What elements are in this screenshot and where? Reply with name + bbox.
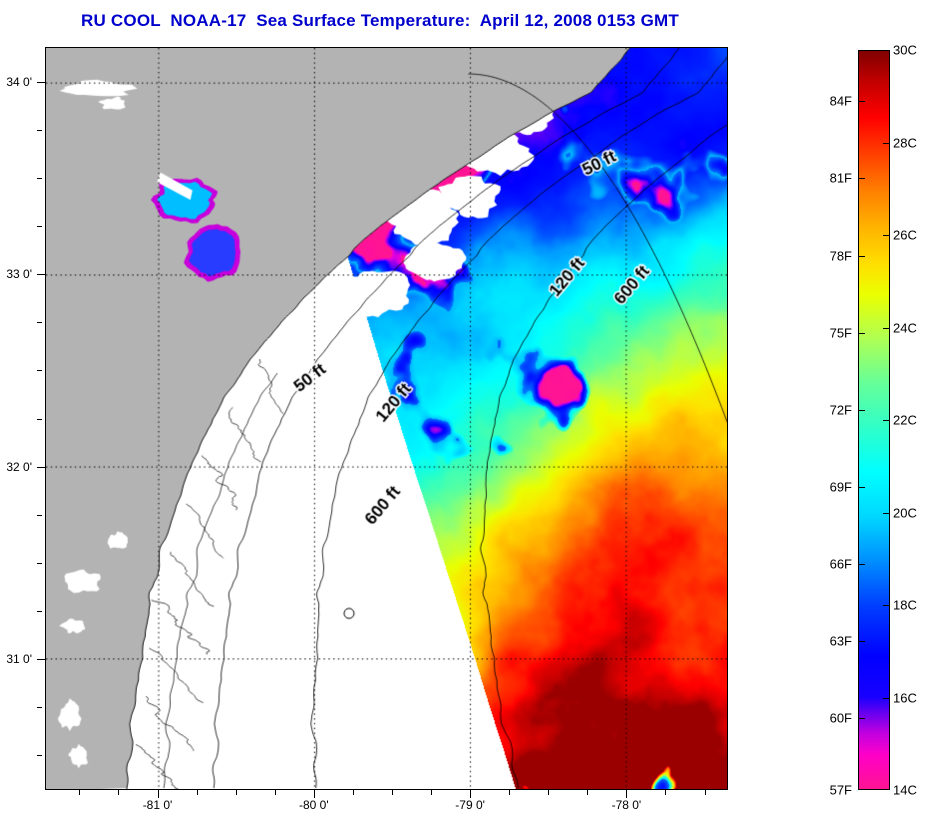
colorbar-label-fahrenheit: 63F xyxy=(829,633,852,649)
colorbar-label-fahrenheit: 75F xyxy=(829,325,852,341)
y-axis-label: 32 0' xyxy=(6,459,32,474)
x-tick xyxy=(626,790,628,798)
colorbar-label-celsius: 22C xyxy=(893,412,917,428)
y-tick xyxy=(37,514,42,516)
x-axis-label: -78 0' xyxy=(611,798,642,812)
x-tick xyxy=(118,790,120,795)
colorbar-tick-c xyxy=(883,512,889,514)
colorbar-label-fahrenheit: 81F xyxy=(829,170,852,186)
y-tick xyxy=(37,177,42,179)
colorbar-tick-c xyxy=(883,605,889,606)
x-tick xyxy=(313,790,315,798)
colorbar-tick-c xyxy=(883,327,889,329)
colorbar-tick-c xyxy=(883,142,889,144)
colorbar-tick-f xyxy=(859,332,865,334)
y-tick xyxy=(37,755,42,757)
colorbar-tick-f xyxy=(859,718,865,720)
colorbar-label-fahrenheit: 84F xyxy=(829,93,852,109)
x-tick xyxy=(235,790,237,795)
colorbar-tick-f xyxy=(859,178,865,180)
x-axis-label: -81 0' xyxy=(142,798,173,812)
y-axis-label: 34 0' xyxy=(6,74,32,89)
y-tick xyxy=(37,274,45,276)
x-tick xyxy=(157,790,159,798)
colorbar-label-fahrenheit: 78F xyxy=(829,248,852,264)
colorbar-tick-f xyxy=(859,563,865,565)
sst-map-canvas xyxy=(46,48,727,789)
y-tick xyxy=(37,226,42,227)
y-tick xyxy=(37,659,45,661)
y-tick xyxy=(37,466,45,468)
colorbar-tick-c xyxy=(883,697,889,699)
colorbar-label-celsius: 14C xyxy=(893,782,917,798)
colorbar-tick-f xyxy=(859,409,865,411)
y-axis-label: 33 0' xyxy=(6,267,32,282)
y-tick xyxy=(37,129,42,131)
x-tick xyxy=(665,790,667,795)
x-tick xyxy=(509,790,511,795)
x-tick xyxy=(470,790,472,798)
x-tick xyxy=(587,790,589,795)
colorbar-label-fahrenheit: 66F xyxy=(829,556,852,572)
colorbar-label-celsius: 18C xyxy=(893,597,917,613)
colorbar-tick-c xyxy=(883,420,889,421)
x-tick xyxy=(431,790,433,795)
colorbar-tick-f xyxy=(859,255,865,257)
colorbar-label-celsius: 16C xyxy=(893,690,917,705)
colorbar-label-celsius: 20C xyxy=(893,505,917,520)
colorbar-tick-f xyxy=(859,101,865,103)
x-tick xyxy=(196,790,198,795)
colorbar-label-fahrenheit: 72F xyxy=(829,402,852,418)
colorbar-label-fahrenheit: 60F xyxy=(829,710,852,726)
y-tick xyxy=(37,418,42,420)
colorbar-tick-f xyxy=(859,486,865,488)
x-tick xyxy=(274,790,276,795)
colorbar-tick-c xyxy=(883,235,889,236)
colorbar-label-celsius: 28C xyxy=(893,135,917,150)
x-tick xyxy=(704,790,706,795)
colorbar-label-celsius: 30C xyxy=(893,42,917,58)
y-tick xyxy=(37,610,42,612)
colorbar-tick-f xyxy=(859,640,865,642)
y-tick xyxy=(37,707,42,709)
y-tick xyxy=(37,562,42,564)
colorbar-label-fahrenheit: 57F xyxy=(829,782,852,798)
colorbar-label-celsius: 24C xyxy=(893,320,917,335)
x-tick xyxy=(548,790,550,795)
colorbar-label-fahrenheit: 69F xyxy=(829,479,852,495)
y-axis-label: 31 0' xyxy=(6,652,32,667)
map-plot-frame xyxy=(45,47,728,790)
x-tick xyxy=(391,790,393,795)
x-axis-label: -79 0' xyxy=(455,798,485,812)
y-tick xyxy=(37,322,42,324)
colorbar-label-celsius: 26C xyxy=(893,227,917,243)
x-tick xyxy=(79,790,81,795)
y-tick xyxy=(37,81,45,83)
page-title: RU COOL NOAA-17 Sea Surface Temperature:… xyxy=(81,11,679,30)
x-axis-label: -80 0' xyxy=(298,798,329,812)
x-tick xyxy=(352,790,354,795)
map-clip xyxy=(46,48,727,789)
y-tick xyxy=(37,370,42,372)
